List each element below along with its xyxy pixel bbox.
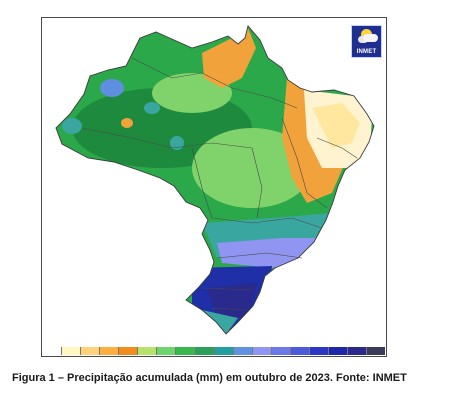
legend-swatch: 50 <box>137 347 162 355</box>
teal-patch-region-2 <box>144 102 160 114</box>
teal-south-tip-region <box>202 310 238 334</box>
legend-swatch: 150 <box>194 347 220 355</box>
precipitation-map <box>55 25 375 335</box>
deep-blue-south-region <box>207 283 257 318</box>
precipitation-fields <box>56 26 374 334</box>
inmet-logo: INMET <box>351 25 382 58</box>
legend-swatch <box>366 347 386 355</box>
yellow-northeast-region <box>312 103 360 148</box>
legend-swatch: 700 <box>327 347 353 355</box>
legend-swatch: 70 <box>156 347 181 355</box>
legend-swatch: 250 <box>232 347 258 355</box>
precipitation-color-scale: 5102030405070100150200250300400500600700… <box>43 347 386 355</box>
legend-swatch: 5 <box>43 347 67 355</box>
logo-text: INMET <box>356 49 377 55</box>
legend-swatch: 40 <box>118 347 143 355</box>
legend-swatch: 400 <box>270 347 296 355</box>
lilac-south-band <box>217 238 327 268</box>
state-borders <box>55 25 375 335</box>
legend-swatch: 800 <box>347 347 372 355</box>
orange-north-region <box>202 28 256 88</box>
legend-swatch: 500 <box>289 347 315 355</box>
legend-swatch: 100 <box>175 347 201 355</box>
orange-patch-region <box>121 118 133 128</box>
legend-swatch: 20 <box>80 347 105 355</box>
map-frame: INMET 5102030405070100150200250300400500… <box>41 17 387 357</box>
figure-caption: Figura 1 – Precipitação acumulada (mm) e… <box>12 372 407 384</box>
legend-swatch: 600 <box>308 347 334 355</box>
light-green-north-region <box>152 73 232 113</box>
blue-patch-region <box>100 79 124 97</box>
teal-patch-region <box>62 118 82 134</box>
cloud-icon-2 <box>363 34 378 42</box>
legend-swatch: 300 <box>251 347 277 355</box>
teal-patch-region-3 <box>170 136 184 150</box>
legend-swatch: 30 <box>99 347 124 355</box>
legend-swatch: 200 <box>213 347 239 355</box>
legend-swatch: 10 <box>61 347 86 355</box>
light-green-region <box>192 128 312 208</box>
